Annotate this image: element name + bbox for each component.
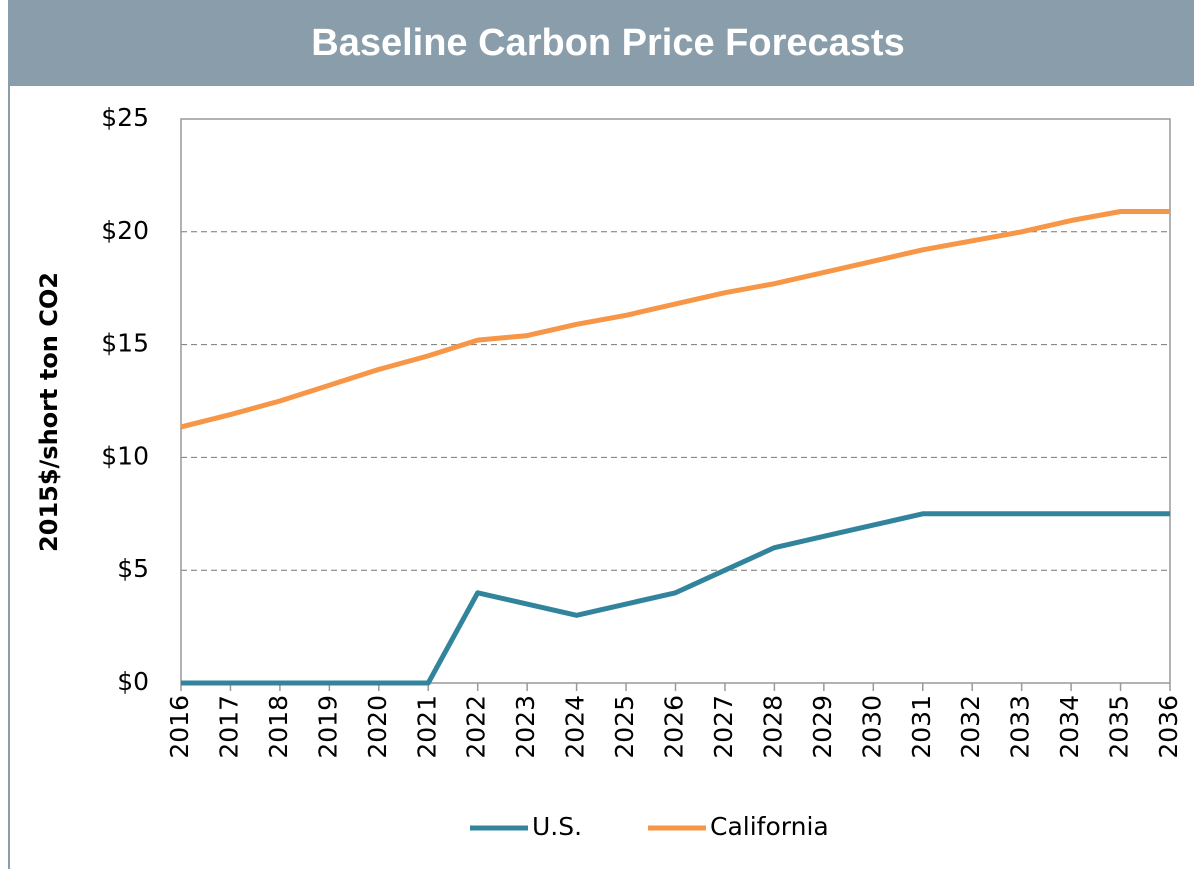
x-tick-label: 2023 <box>511 695 540 759</box>
y-tick-label: $15 <box>101 329 149 358</box>
x-tick-label: 2032 <box>956 695 985 759</box>
x-tick-label: 2035 <box>1105 695 1134 759</box>
y-tick-label: $0 <box>117 667 149 696</box>
x-tick-label: 2034 <box>1055 695 1084 759</box>
x-tick-label: 2020 <box>363 695 392 759</box>
x-tick-label: 2021 <box>412 695 441 759</box>
x-tick-label: 2031 <box>907 695 936 759</box>
y-axis-label: 2015$/short ton CO2 <box>35 272 63 552</box>
plot-border <box>180 118 1171 684</box>
x-tick-label: 2022 <box>462 695 491 759</box>
x-tick-label: 2030 <box>857 695 886 759</box>
x-tick-label: 2027 <box>709 695 738 759</box>
x-tick-label: 2018 <box>264 695 293 759</box>
x-tick-label: 2017 <box>214 695 243 759</box>
legend-label: California <box>710 812 829 841</box>
chart-title: Baseline Carbon Price Forecasts <box>311 22 904 64</box>
y-tick-label: $25 <box>101 103 149 132</box>
x-tick-label: 2026 <box>660 695 689 759</box>
line-series <box>181 511 1170 686</box>
x-tick-label: 2036 <box>1154 695 1183 759</box>
y-tick-label: $10 <box>101 441 149 470</box>
legend-label: U.S. <box>532 812 582 841</box>
x-tick-label: 2024 <box>561 695 590 759</box>
y-tick-label: $20 <box>101 216 149 245</box>
title-bar <box>8 0 1194 86</box>
line-series <box>180 208 1170 430</box>
x-tick-label: 2033 <box>1006 695 1035 759</box>
x-tick-label: 2025 <box>610 695 639 759</box>
x-tick-label: 2029 <box>808 695 837 759</box>
x-tick-label: 2016 <box>165 695 194 759</box>
x-tick-label: 2019 <box>313 695 342 759</box>
y-tick-label: $5 <box>117 554 149 583</box>
x-tick-label: 2028 <box>758 695 787 759</box>
